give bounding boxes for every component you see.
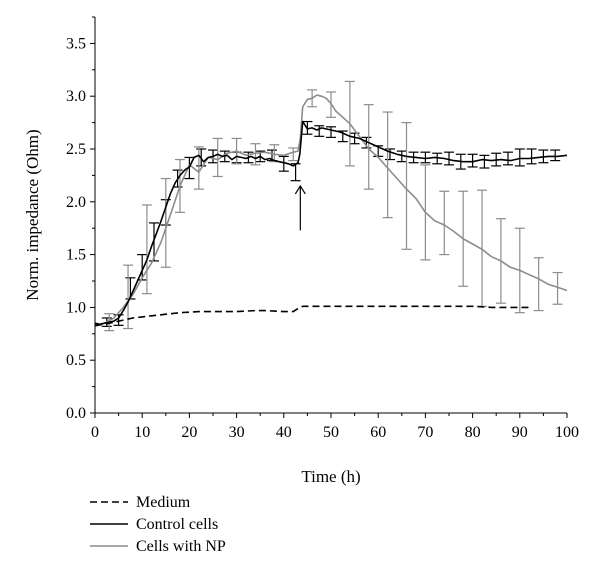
error-bar — [137, 254, 148, 281]
y-axis-title: Norm. impedance (Ohm) — [23, 129, 42, 300]
x-tick-label: 60 — [370, 424, 386, 441]
y-tick-label: 1.0 — [66, 299, 86, 316]
legend-label: Medium — [136, 494, 191, 511]
y-tick-label: 0.0 — [66, 405, 86, 422]
y-tick-label: 0.5 — [66, 352, 86, 369]
error-bar — [514, 148, 525, 167]
x-tick-label: 50 — [323, 424, 339, 441]
legend-item: Medium — [90, 494, 191, 511]
y-tick-label: 2.0 — [66, 194, 86, 211]
x-tick-label: 80 — [465, 424, 481, 441]
series-layer — [94, 94, 568, 328]
series-line-cells-with-np — [94, 94, 568, 328]
legend-label: Cells with NP — [136, 538, 226, 555]
error-bar — [444, 151, 454, 166]
series-line-control-cells — [94, 120, 568, 326]
annotation-arrow — [294, 184, 306, 231]
error-bar — [160, 177, 171, 268]
error-bar — [278, 155, 289, 172]
error-bar-layer — [101, 80, 563, 332]
y-tick-label: 3.5 — [66, 35, 86, 52]
error-bar — [314, 125, 325, 137]
error-bar — [193, 146, 204, 190]
error-bar — [250, 143, 261, 166]
error-bar — [552, 271, 563, 305]
error-bar — [184, 156, 195, 180]
error-bar — [526, 148, 537, 165]
legend: Medium Control cells Cells with NP — [90, 494, 226, 555]
y-ticks: 0.0 0.5 1.0 1.5 2.0 2.5 3.0 3.5 — [66, 16, 95, 422]
error-bar — [533, 257, 544, 312]
y-tick-label: 3.0 — [66, 88, 86, 105]
error-bar — [550, 149, 561, 162]
legend-label: Control cells — [136, 516, 218, 533]
y-tick-label: 1.5 — [66, 247, 86, 264]
error-bar — [123, 264, 134, 330]
x-tick-label: 20 — [181, 424, 197, 441]
arrow-head — [294, 184, 306, 195]
x-tick-label: 10 — [134, 424, 150, 441]
error-bar — [503, 151, 513, 166]
x-tick-label: 40 — [276, 424, 292, 441]
error-bar — [290, 163, 301, 182]
error-bar — [141, 204, 152, 295]
error-bar — [288, 147, 299, 162]
x-tick-label: 90 — [512, 424, 528, 441]
legend-item: Control cells — [90, 516, 218, 533]
error-bar — [401, 121, 412, 250]
x-tick-label: 30 — [229, 424, 245, 441]
error-bar — [467, 153, 478, 168]
series-line-medium — [94, 305, 530, 327]
legend-item: Cells with NP — [90, 538, 226, 555]
error-bar — [432, 152, 443, 165]
y-tick-label: 2.5 — [66, 141, 86, 158]
error-bar — [326, 126, 336, 138]
error-bar — [396, 150, 407, 163]
error-bar — [382, 111, 393, 219]
error-bar — [479, 154, 490, 169]
x-tick-label: 0 — [91, 424, 99, 441]
x-ticks: 0 10 20 30 40 50 60 70 80 90 100 — [91, 413, 579, 441]
x-axis-title: Time (h) — [301, 467, 360, 486]
error-bar — [212, 137, 223, 178]
error-bar — [385, 148, 395, 161]
x-tick-label: 70 — [417, 424, 433, 441]
x-tick-label: 100 — [555, 424, 579, 441]
error-bar — [363, 104, 374, 190]
error-bar — [420, 151, 431, 164]
error-bar — [439, 190, 450, 256]
